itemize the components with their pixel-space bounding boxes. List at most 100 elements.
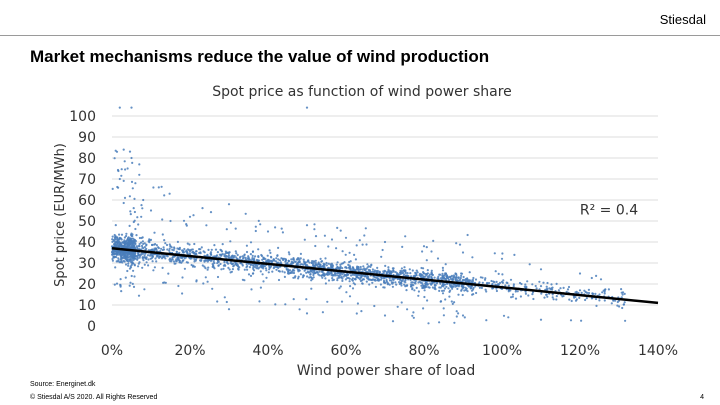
data-point (321, 311, 324, 314)
data-point (114, 245, 117, 248)
data-point (460, 272, 464, 275)
data-point (131, 256, 134, 259)
y-tick-label: 70 (78, 172, 96, 188)
data-point (305, 298, 308, 301)
data-point (151, 260, 154, 263)
data-point (388, 283, 391, 286)
data-point (404, 270, 407, 273)
data-point (152, 186, 155, 189)
data-point (152, 269, 155, 272)
data-point (352, 282, 355, 285)
data-point (457, 276, 460, 280)
data-point (344, 278, 347, 281)
data-point (360, 279, 364, 282)
data-point (132, 269, 135, 272)
data-point (253, 259, 256, 262)
data-point (348, 260, 351, 264)
data-point (441, 289, 444, 292)
data-point (598, 299, 601, 302)
data-point (264, 257, 267, 260)
data-point (318, 265, 322, 268)
data-point (130, 245, 133, 248)
data-point (319, 257, 322, 260)
data-point (511, 293, 515, 296)
data-point (565, 290, 568, 293)
y-tick-label: 30 (78, 256, 96, 272)
data-point (417, 294, 420, 297)
data-point (231, 262, 234, 265)
data-point (336, 261, 339, 264)
data-point (391, 285, 394, 288)
data-point (403, 273, 406, 276)
data-point (383, 270, 387, 273)
data-point (587, 291, 591, 295)
data-point (338, 287, 341, 290)
data-point (127, 264, 130, 267)
data-point (124, 276, 127, 279)
data-point (433, 276, 436, 279)
data-point (451, 277, 454, 280)
data-point (310, 287, 313, 290)
data-point (514, 290, 517, 293)
data-point (153, 231, 156, 234)
data-point (269, 251, 272, 254)
data-point (176, 247, 179, 250)
data-point (209, 251, 213, 254)
data-point (149, 238, 153, 241)
data-point (351, 279, 354, 282)
data-point (400, 284, 403, 287)
data-point (371, 268, 374, 271)
data-point (447, 287, 450, 290)
data-point (543, 296, 546, 299)
data-point (257, 255, 260, 259)
data-point (430, 283, 433, 286)
data-point (125, 234, 128, 238)
x-tick-label: 60% (330, 343, 361, 359)
data-point (270, 256, 273, 259)
data-point (198, 251, 201, 255)
data-point (241, 278, 244, 281)
data-point (461, 293, 464, 297)
data-point (359, 268, 363, 271)
data-point (280, 257, 283, 260)
data-point (501, 252, 504, 255)
data-point (223, 261, 226, 264)
data-point (438, 289, 441, 292)
data-point (183, 247, 186, 251)
data-point (379, 283, 382, 286)
data-point (245, 266, 248, 269)
data-point (161, 266, 164, 269)
data-point (470, 287, 473, 290)
data-point (155, 244, 158, 247)
data-point (133, 257, 136, 260)
data-point (132, 207, 135, 210)
data-point (430, 250, 433, 253)
data-point (466, 290, 469, 293)
data-point (450, 300, 453, 303)
data-point (602, 289, 605, 292)
data-point (248, 266, 251, 269)
data-point (117, 169, 120, 173)
data-point (305, 271, 308, 274)
data-point (132, 240, 135, 244)
data-point (361, 243, 364, 246)
data-point (551, 288, 554, 291)
data-point (464, 286, 467, 289)
data-point (140, 204, 143, 207)
data-point (432, 239, 435, 242)
data-point (249, 241, 253, 244)
data-point (425, 283, 428, 286)
data-point (451, 302, 454, 305)
data-point (140, 241, 143, 244)
data-point (168, 247, 171, 250)
data-point (137, 265, 140, 268)
data-point (340, 300, 344, 303)
data-point (513, 253, 516, 256)
data-point (133, 210, 136, 214)
data-point (129, 213, 132, 216)
data-point (373, 278, 376, 281)
data-point (276, 254, 279, 257)
data-point (500, 257, 504, 260)
data-point (492, 280, 495, 283)
data-point (131, 187, 134, 190)
